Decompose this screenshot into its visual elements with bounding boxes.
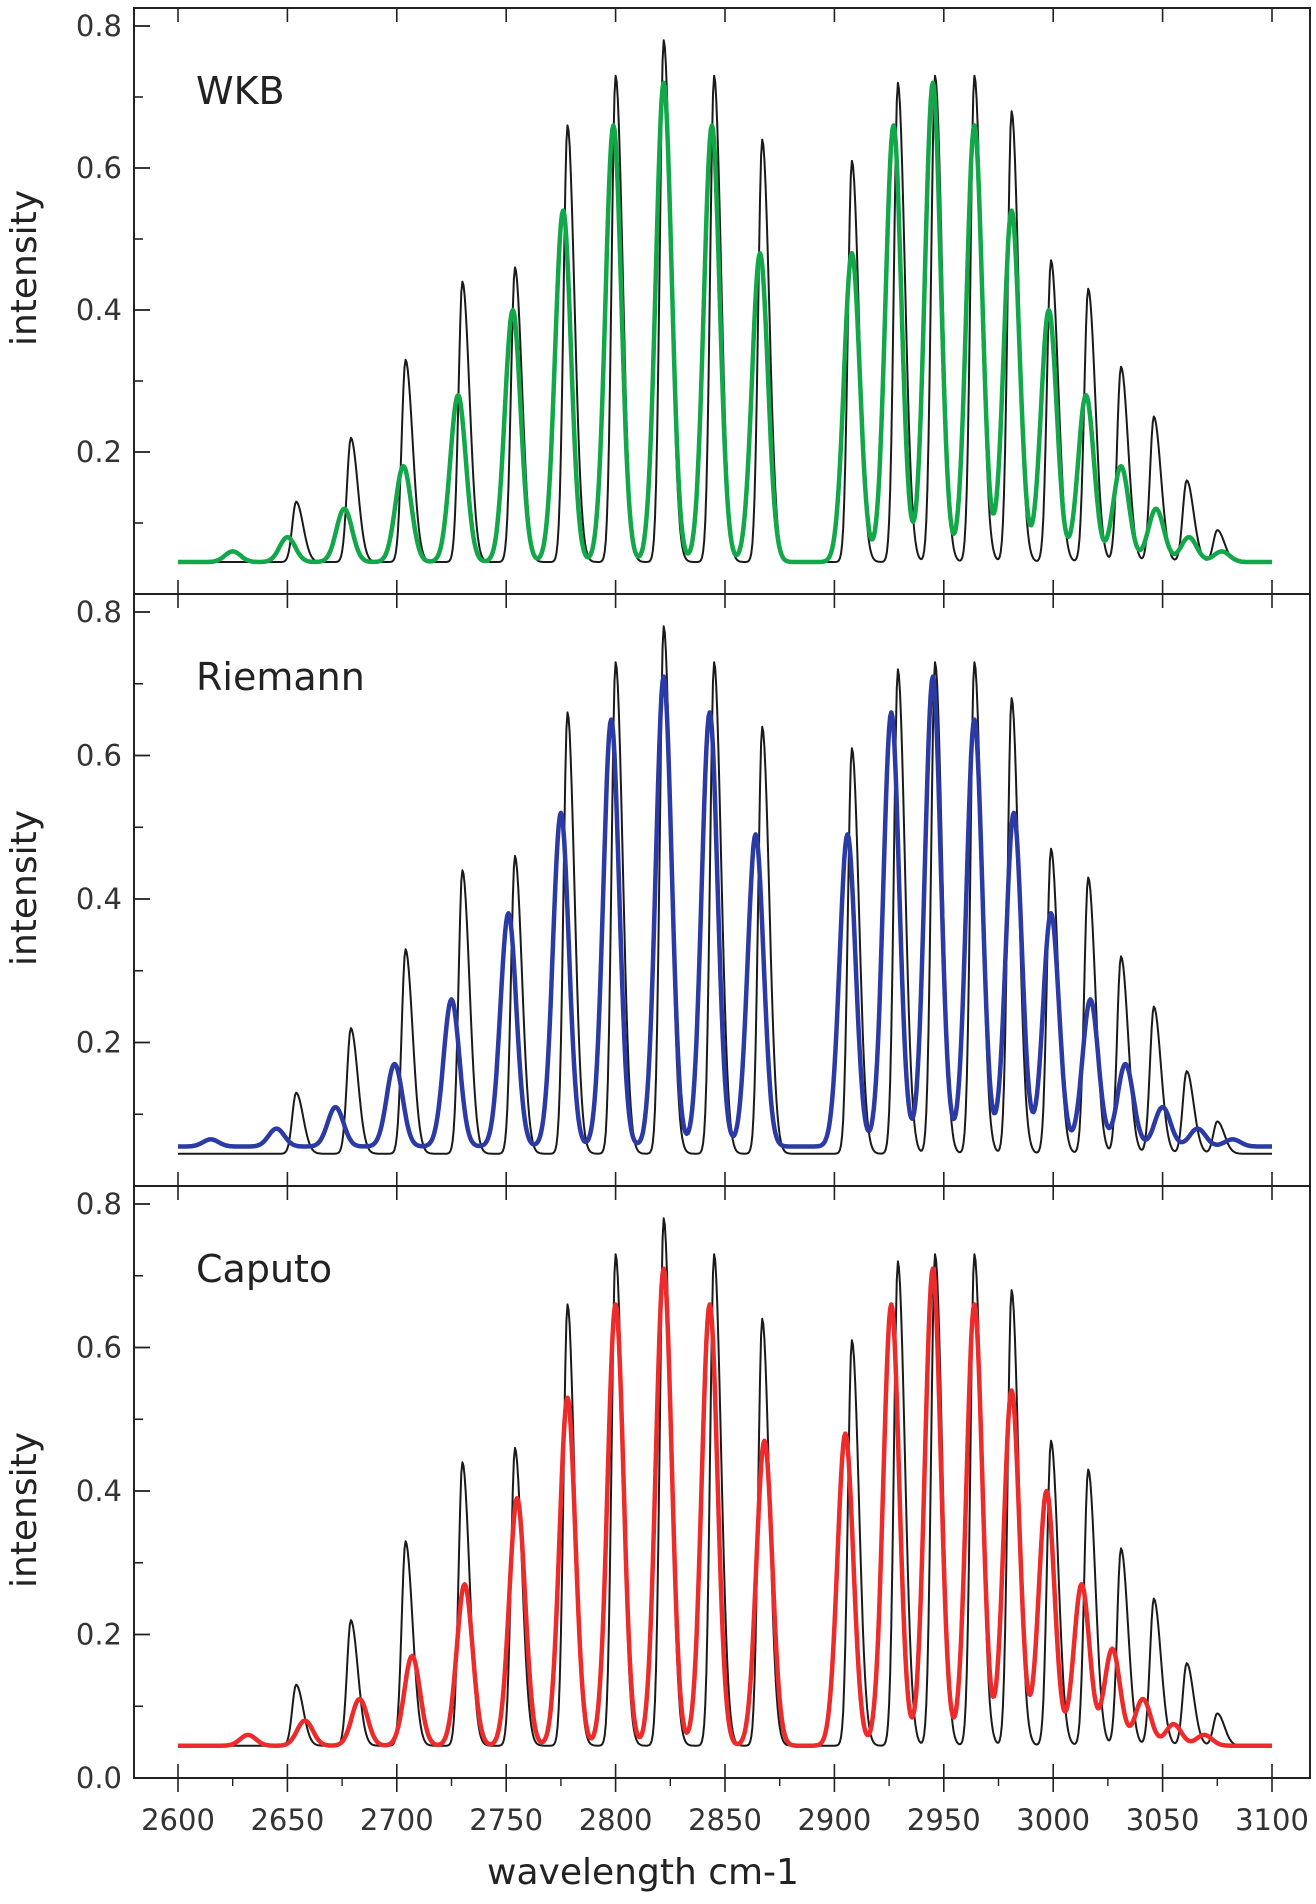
x-tick-label: 2650 bbox=[250, 1803, 324, 1837]
panel-label: WKB bbox=[196, 69, 285, 113]
plot-frame bbox=[133, 1185, 1311, 1779]
panels: 0.2 0.4 0.6 0.8 WKB 0.2 0.4 0.6 0.8 Riemann 0.0 0.2… bbox=[76, 7, 1311, 1837]
x-tick-label: 2900 bbox=[797, 1803, 871, 1837]
x-tick-label: 3050 bbox=[1126, 1803, 1200, 1837]
x-tick-label: 3000 bbox=[1016, 1803, 1090, 1837]
x-tick-label: 3100 bbox=[1235, 1803, 1309, 1837]
y-tick-label: 0.4 bbox=[76, 1474, 122, 1508]
x-tick-label: 2850 bbox=[688, 1803, 762, 1837]
y-tick-label: 0.8 bbox=[76, 595, 122, 629]
y-tick-label: 0.2 bbox=[76, 1026, 122, 1060]
fit-spectrum-line bbox=[176, 80, 1274, 565]
fit-spectrum-line bbox=[176, 1266, 1274, 1748]
chart-panel-1: 0.2 0.4 0.6 0.8 WKB bbox=[76, 7, 1311, 595]
y-tick-label: 0.6 bbox=[76, 739, 122, 773]
y-tick-label: 0.4 bbox=[76, 293, 122, 327]
x-axis-title: wavelength cm-1 bbox=[487, 1852, 799, 1893]
experimental-spectrum-line bbox=[178, 625, 1272, 1155]
chart-panel-3: 0.0 0.2 0.4 0.6 0.8 2600 2650 2700 2750 2800 2850 2… bbox=[76, 1185, 1311, 1837]
y-tick-label: 0.8 bbox=[76, 1187, 122, 1221]
panel-label: Caputo bbox=[196, 1247, 332, 1291]
y-axis-title-panel-3: intensity bbox=[4, 1432, 45, 1588]
x-tick-label: 2750 bbox=[469, 1803, 543, 1837]
x-tick-label: 2800 bbox=[579, 1803, 653, 1837]
fit-spectrum-line bbox=[176, 674, 1274, 1149]
x-tick-label: 2600 bbox=[141, 1803, 215, 1837]
x-tick-label: 2700 bbox=[360, 1803, 434, 1837]
y-axis-title-panel-2: intensity bbox=[4, 810, 45, 966]
experimental-spectrum-line bbox=[178, 1217, 1272, 1747]
y-tick-label: 0.2 bbox=[76, 1618, 122, 1652]
y-tick-label: 0.6 bbox=[76, 1331, 122, 1365]
y-tick-label: 0.0 bbox=[76, 1761, 122, 1795]
panel-label: Riemann bbox=[196, 655, 365, 699]
y-tick-label: 0.2 bbox=[76, 435, 122, 469]
y-tick-label: 0.8 bbox=[76, 9, 122, 43]
x-tick-label: 2950 bbox=[907, 1803, 981, 1837]
y-axis-title-panel-1: intensity bbox=[4, 190, 45, 346]
chart-panel-2: 0.2 0.4 0.6 0.8 Riemann bbox=[76, 593, 1311, 1187]
y-tick-label: 0.4 bbox=[76, 882, 122, 916]
y-tick-label: 0.6 bbox=[76, 151, 122, 185]
